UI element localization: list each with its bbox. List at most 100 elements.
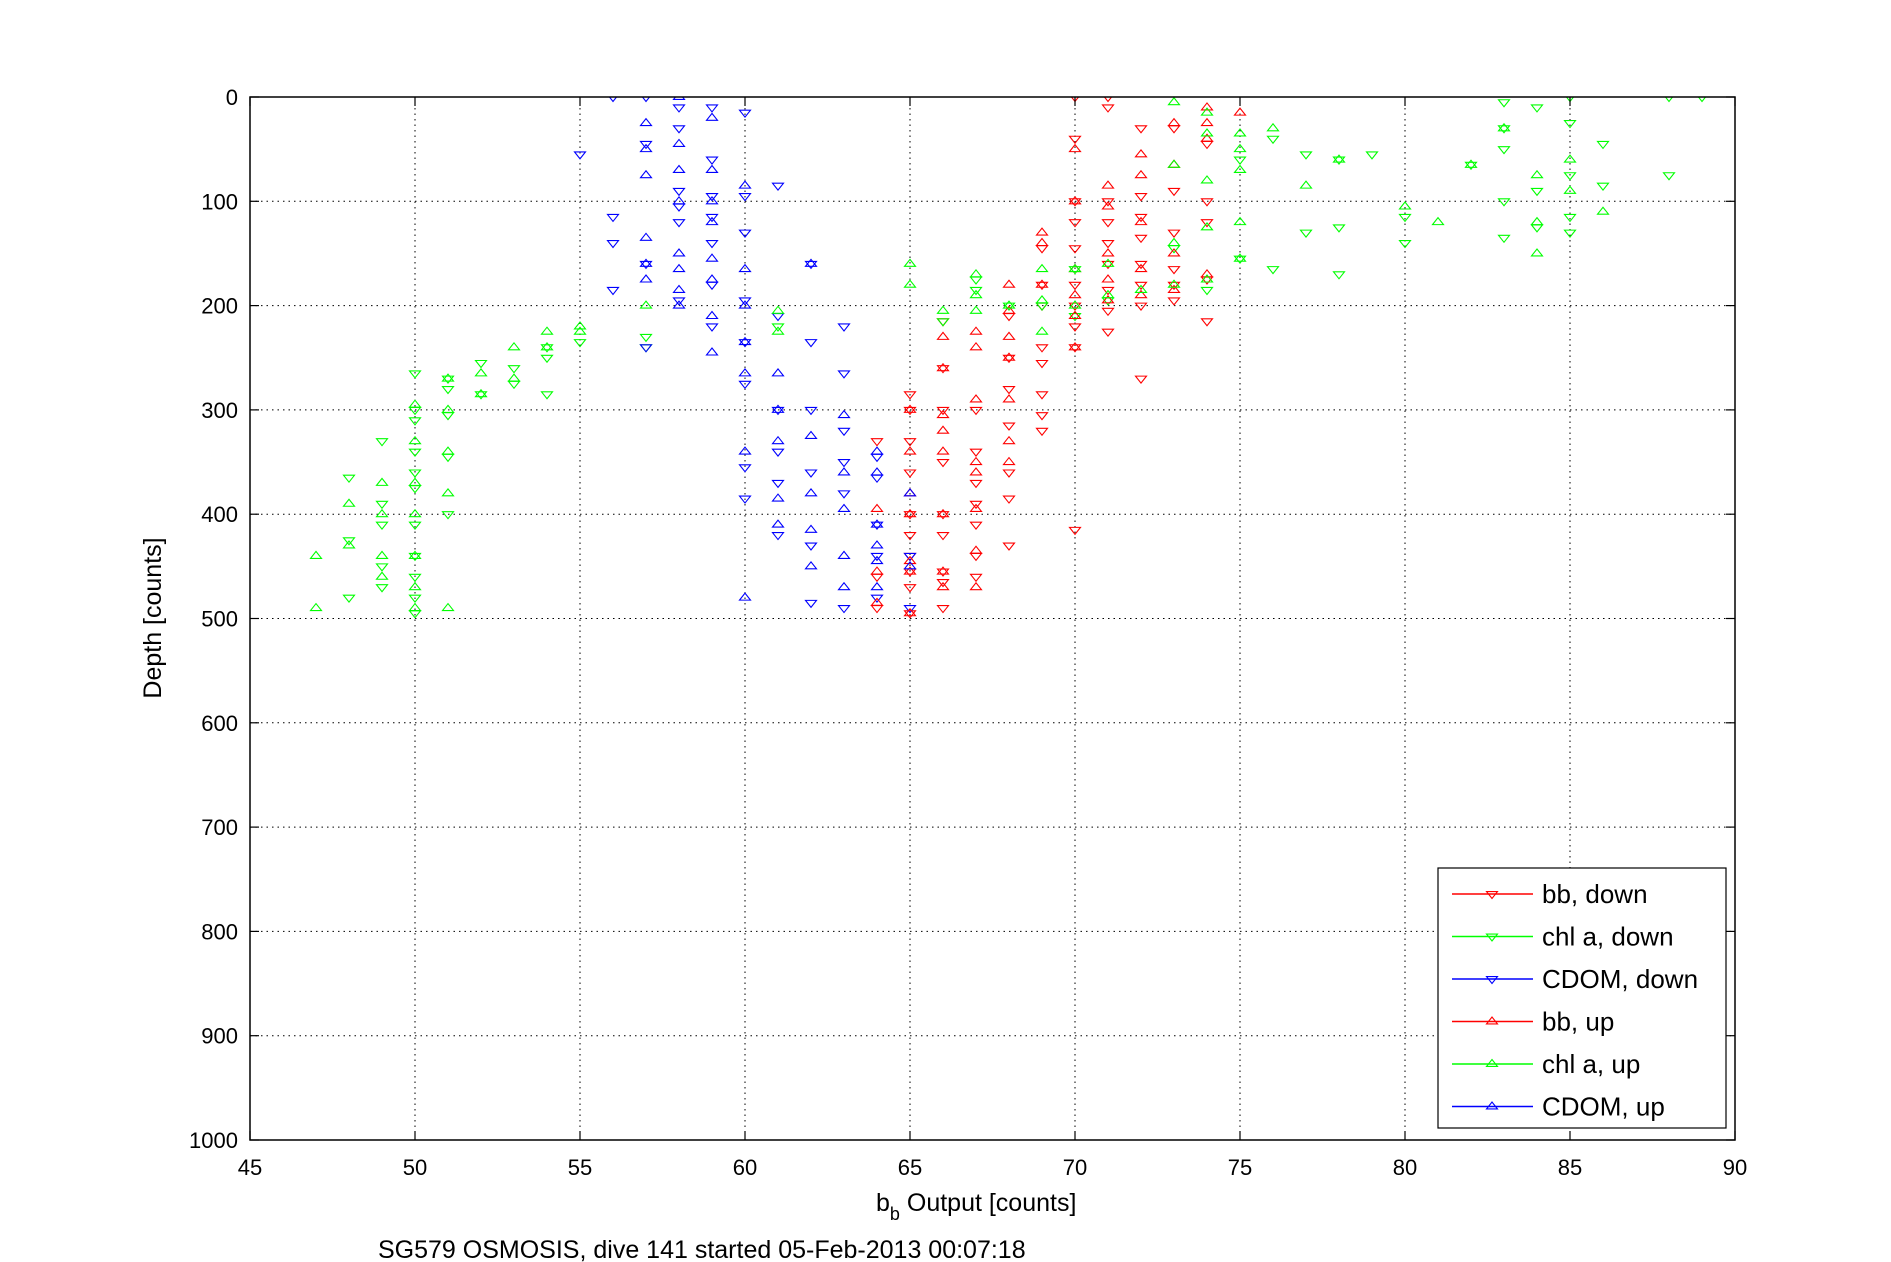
data-point (639, 169, 653, 179)
data-point (1134, 302, 1148, 311)
data-point (1002, 542, 1016, 551)
data-point (1035, 412, 1049, 421)
data-point (375, 477, 389, 486)
legend-entry: chl a, up (1452, 1049, 1640, 1079)
data-point (969, 479, 983, 489)
data-point (705, 104, 719, 113)
data-point (1233, 107, 1247, 116)
data-point (573, 321, 587, 330)
data-point (837, 459, 851, 468)
data-point (641, 97, 651, 103)
data-point (705, 253, 719, 262)
data-point (936, 581, 950, 591)
x-tick-label: 60 (733, 1155, 757, 1180)
data-point (804, 542, 818, 551)
data-point (1068, 219, 1082, 228)
data-point (1101, 180, 1115, 189)
data-point (1662, 172, 1676, 181)
data-point (1068, 198, 1082, 207)
data-point (1002, 331, 1016, 340)
data-point (804, 260, 818, 270)
data-point (837, 503, 851, 513)
data-point (1101, 258, 1115, 267)
data-point (969, 406, 983, 416)
data-point (705, 156, 719, 165)
legend-label: CDOM, down (1542, 964, 1698, 994)
data-point (1167, 297, 1181, 306)
y-axis-label: Depth [counts] (139, 537, 167, 698)
data-point (969, 503, 983, 513)
data-point (639, 117, 653, 127)
data-point (969, 448, 983, 457)
data-point (870, 581, 884, 591)
data-point (936, 331, 950, 340)
data-point (903, 560, 917, 570)
data-point (1002, 435, 1016, 445)
legend-label: bb, down (1542, 879, 1648, 909)
data-point (804, 406, 818, 416)
data-point (309, 550, 323, 559)
data-point (969, 500, 983, 510)
data-point (1002, 352, 1016, 361)
data-point (1596, 206, 1610, 215)
legend-box (1437, 867, 1727, 1129)
data-point (1101, 260, 1115, 270)
data-point (870, 594, 884, 604)
data-point (1200, 222, 1214, 231)
data-point (441, 373, 455, 382)
data-point (408, 448, 422, 457)
data-point (1035, 237, 1049, 247)
data-point (1101, 239, 1115, 249)
x-tick-label: 70 (1063, 1155, 1087, 1180)
data-point (969, 394, 983, 403)
data-point (441, 446, 455, 455)
data-point (1266, 135, 1280, 145)
data-point (1530, 187, 1544, 197)
x-tick-label: 55 (568, 1155, 592, 1180)
data-point (672, 263, 686, 273)
data-point (771, 532, 785, 541)
data-point (1068, 289, 1082, 299)
data-point (606, 239, 620, 249)
data-point (474, 359, 488, 369)
data-point (771, 448, 785, 457)
y-tick-label: 300 (201, 398, 238, 423)
data-point (969, 268, 983, 278)
legend-marker (1485, 1016, 1499, 1025)
data-point (1035, 281, 1049, 291)
data-point (804, 469, 818, 478)
data-point (540, 354, 554, 364)
data-point (1134, 263, 1148, 273)
data-point (606, 286, 620, 296)
data-point (1200, 175, 1214, 184)
data-point (1563, 172, 1577, 181)
data-point (738, 380, 752, 390)
x-tick-label: 80 (1393, 1155, 1417, 1180)
data-point (1200, 198, 1214, 207)
y-tick-label: 400 (201, 502, 238, 527)
data-point (1068, 135, 1082, 145)
data-point (837, 550, 851, 559)
data-point (1332, 154, 1346, 163)
data-point (672, 97, 686, 101)
data-point (1530, 216, 1544, 226)
data-point (606, 213, 620, 223)
data-point (342, 498, 356, 507)
data-point (705, 274, 719, 283)
data-point (969, 305, 983, 314)
data-point (408, 552, 422, 562)
axis-ticks: 45 50 55 60 65 70 75 80 85 9001002003004005006007… (189, 85, 1747, 1180)
data-point (771, 368, 785, 377)
data-point (705, 164, 719, 174)
data-point (1664, 97, 1674, 103)
data-point (936, 508, 950, 518)
data-point (342, 594, 356, 604)
data-point (1167, 187, 1181, 197)
data-point (771, 479, 785, 489)
legend-entry: bb, down (1452, 879, 1648, 909)
data-point (1497, 146, 1511, 155)
data-point (1530, 248, 1544, 257)
data-point (1002, 302, 1016, 311)
data-point (1563, 213, 1577, 223)
data-point (837, 370, 851, 379)
